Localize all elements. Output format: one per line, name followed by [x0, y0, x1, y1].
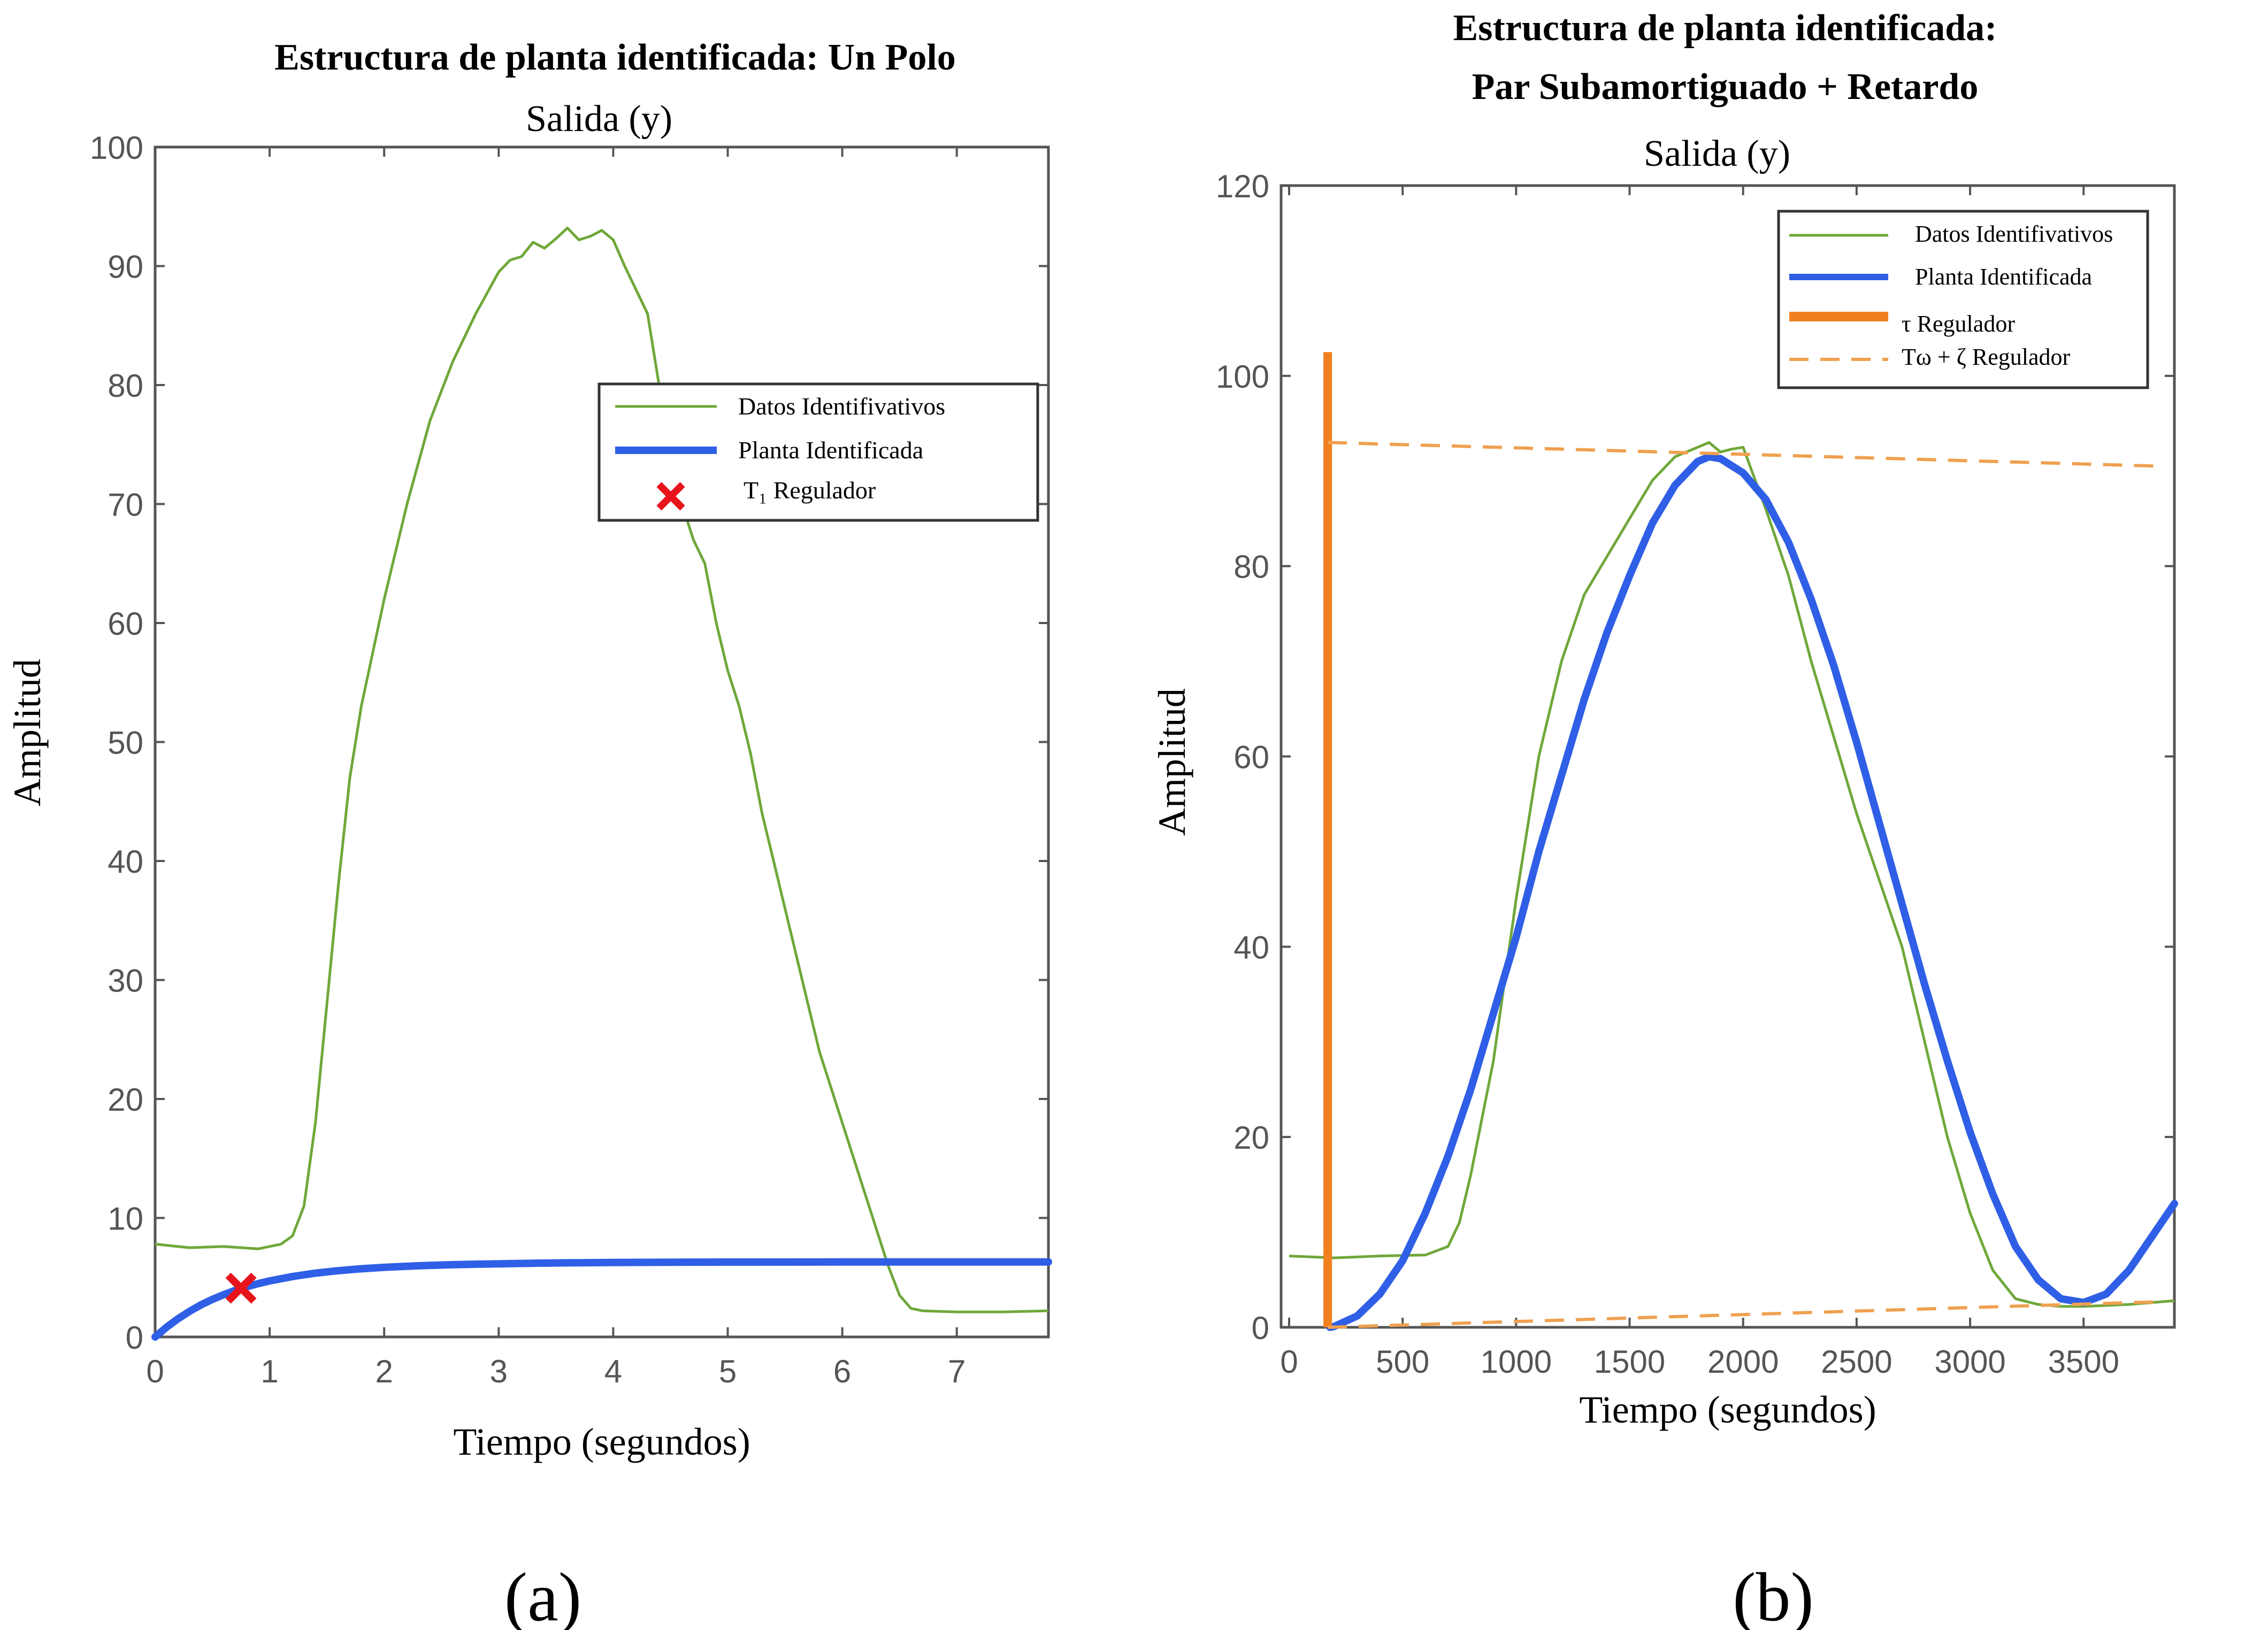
panel-b-xtick-label: 0: [1280, 1344, 1298, 1380]
panel-a-subtitle: Salida (y): [526, 98, 672, 140]
panel-a-ytick-label: 80: [108, 368, 143, 404]
panel-b-legend-data-label: Datos Identifivativos: [1915, 221, 2113, 247]
panel-a-xtick-label: 7: [948, 1354, 966, 1389]
panel-a-ytick-label: 90: [108, 249, 143, 285]
panel-b-ytick-label: 20: [1233, 1120, 1269, 1156]
panel-b-legend-dashed-label: Tω + ζ Regulador: [1902, 344, 2071, 370]
panel-b-xtick-label: 2000: [1707, 1344, 1779, 1380]
panel-a-xtick-label: 3: [490, 1354, 508, 1389]
panel-a-xtick-label: 1: [260, 1354, 278, 1389]
panel-b-xtick-label: 2500: [1821, 1344, 1892, 1380]
panel-b-tw-zeta-regulator-line: [1328, 441, 2163, 468]
panel-a-legend-marker-swatch: [656, 482, 685, 511]
panel-b: Estructura de planta identificada: Par S…: [1151, 7, 2178, 1630]
panel-a-ytick-label: 10: [108, 1201, 143, 1237]
panel-b-ytick-label: 60: [1233, 740, 1269, 775]
panel-b-xtick-label: 3000: [1934, 1344, 2005, 1380]
panel-a-legend: Datos Identifivativos Planta Identificad…: [597, 382, 1039, 522]
panel-b-plot-area: [1289, 352, 2178, 1331]
panel-b-title: Estructura de planta identificada:: [1453, 7, 1997, 49]
panel-a-ytick-label: 20: [108, 1082, 143, 1118]
panel-a-legend-plant-label: Planta Identificada: [738, 436, 923, 464]
panel-a-series-planta-line: [151, 1258, 1052, 1341]
panel-a-t1-marker: [225, 1272, 257, 1304]
panel-b-ytick-label: 100: [1216, 359, 1269, 395]
panel-a-ytick-label: 100: [90, 130, 143, 166]
panel-b-legend: Datos Identifivativos Planta Identificad…: [1777, 210, 2149, 389]
panel-b-xlabel: Tiempo (segundos): [1579, 1388, 1876, 1431]
panel-b-subtitle: Salida (y): [1644, 133, 1790, 174]
panel-a-ytick-label: 50: [108, 725, 143, 761]
panel-b-ytick-label: 40: [1233, 929, 1269, 965]
panel-a-legend-data-label: Datos Identifivativos: [738, 393, 945, 420]
panel-b-tw-zeta-regulator-line: [1328, 1300, 2163, 1329]
panel-a-series-datos-line: [155, 226, 1049, 1313]
panel-a-ytick-label: 40: [108, 844, 143, 880]
panel-a-legend-marker-label: T₁ Regulador: [744, 476, 876, 504]
panel-b-xtick-label: 1500: [1594, 1344, 1665, 1380]
panel-a-ytick-label: 60: [108, 606, 143, 642]
panel-b-ticks: 0 20 40 60 80 100 120 0 500 1000 1500 2000 2500 3000 3…: [1216, 168, 2174, 1380]
panel-b-series-datos-line: [1289, 441, 2175, 1308]
panel-a-xtick-label: 6: [833, 1354, 851, 1389]
panel-a-ytick-label: 0: [126, 1320, 143, 1356]
panel-b-ylabel: Amplitud: [1151, 688, 1193, 836]
panel-b-legend-plant-label: Planta Identificada: [1915, 264, 2092, 290]
panel-a: Estructura de planta identificada: Un Po…: [6, 37, 1052, 1630]
panel-a-ticks: 0 10 20 30 40 50 60 70 80 90 100 0 1 2 3 4 5 6 7: [90, 130, 1048, 1389]
panel-b-series-planta-line: [1326, 453, 2178, 1331]
panel-a-xtick-label: 4: [604, 1354, 622, 1389]
panel-a-ytick-label: 30: [108, 963, 143, 999]
panel-a-xtick-label: 5: [719, 1354, 737, 1389]
panel-b-xtick-label: 500: [1376, 1344, 1429, 1380]
panel-b-ytick-label: 80: [1233, 549, 1269, 585]
panel-b-ytick-label: 120: [1216, 168, 1269, 204]
panel-a-plot-area: [151, 226, 1052, 1341]
panel-a-ytick-label: 70: [108, 487, 143, 523]
panel-b-title-line2: Par Subamortiguado + Retardo: [1472, 66, 1979, 107]
panel-b-ytick-label: 0: [1252, 1310, 1269, 1346]
panel-a-xtick-label: 2: [376, 1354, 393, 1389]
panel-a-xlabel: Tiempo (segundos): [453, 1420, 750, 1463]
panel-a-xtick-label: 0: [146, 1354, 164, 1389]
panel-a-axes-box: [154, 145, 1050, 1339]
panel-b-label: (b): [1733, 1559, 1814, 1630]
panel-b-legend-regulator-label: τ Regulador: [1902, 311, 2015, 337]
panel-a-ylabel: Amplitud: [6, 659, 49, 806]
panel-a-title: Estructura de planta identificada: Un Po…: [274, 37, 956, 78]
panel-b-legend-box: [1777, 210, 2149, 389]
panel-a-label: (a): [504, 1559, 581, 1630]
panel-b-xtick-label: 3500: [2048, 1344, 2119, 1380]
panel-b-xtick-label: 1000: [1481, 1344, 1552, 1380]
